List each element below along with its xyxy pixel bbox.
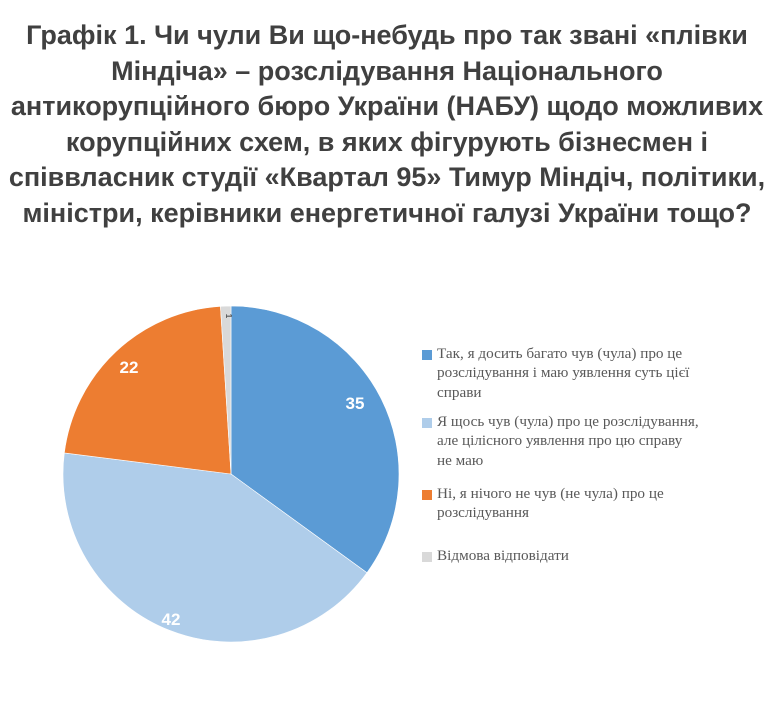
svg-text:35: 35 xyxy=(346,394,365,413)
svg-text:22: 22 xyxy=(120,358,139,377)
svg-text:1: 1 xyxy=(224,314,233,319)
svg-text:42: 42 xyxy=(162,610,181,629)
